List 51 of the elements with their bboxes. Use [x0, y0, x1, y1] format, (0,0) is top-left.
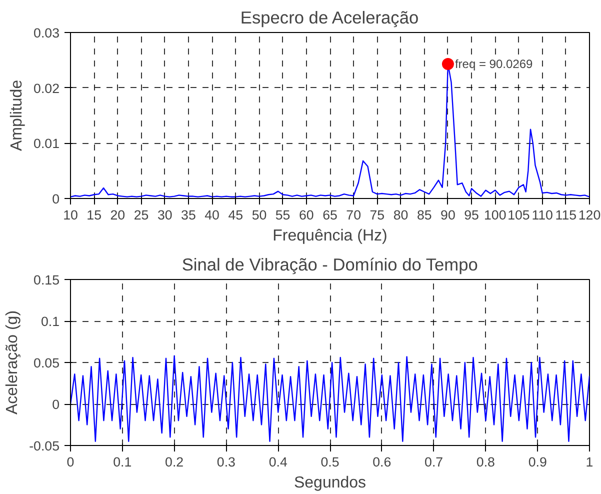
x-tick-label: 95: [464, 208, 479, 222]
x-tick-label: 25: [134, 208, 149, 222]
y-tick-label: 0.03: [34, 26, 60, 40]
chart-title: Especro de Aceleração: [240, 8, 419, 28]
x-tick-label: 45: [228, 208, 244, 222]
x-tick-label: 0.9: [528, 454, 547, 470]
x-tick-label: 0.5: [320, 454, 340, 470]
chart-title: Sinal de Vibração - Domínio do Tempo: [182, 254, 478, 274]
y-tick-label: 0.1: [40, 314, 60, 329]
x-tick-label: 20: [110, 208, 126, 222]
y-axis-title: Aceleração (g): [4, 310, 22, 415]
x-tick-label: 40: [204, 208, 220, 222]
y-tick-label: 0.01: [34, 136, 60, 152]
y-tick-label: 0: [52, 397, 60, 412]
x-tick-label: 0.8: [476, 454, 495, 470]
x-tick-label: 120: [578, 208, 601, 222]
x-tick-label: 0: [66, 454, 74, 470]
x-tick-label: 0.4: [268, 454, 288, 470]
x-tick-label: 110: [532, 208, 553, 222]
x-tick-label: 10: [63, 208, 78, 222]
y-tick-label: 0.15: [34, 272, 60, 288]
y-tick-label: -0.05: [29, 438, 60, 454]
x-tick-label: 105: [508, 208, 530, 222]
y-tick-label: 0.05: [34, 356, 60, 370]
y-tick-label: 0: [52, 192, 60, 206]
y-tick-label: 0.02: [34, 80, 60, 96]
x-tick-label: 60: [298, 208, 314, 222]
annotation: freq = 90.0269: [454, 57, 534, 72]
x-tick-label: 15: [86, 208, 102, 222]
x-tick-label: 70: [346, 208, 362, 222]
x-tick-label: 35: [181, 208, 196, 222]
x-tick-label: 80: [393, 208, 408, 222]
x-axis-title: Frequência (Hz): [272, 228, 388, 244]
x-tick-label: 0.7: [424, 454, 444, 470]
x-tick-label: 0.2: [165, 454, 184, 470]
x-tick-label: 85: [416, 208, 432, 222]
x-tick-label: 55: [275, 208, 290, 222]
x-tick-label: 0.6: [372, 454, 392, 470]
x-tick-label: 30: [157, 208, 172, 222]
x-tick-label: 1: [586, 454, 594, 470]
y-axis-title: Amplitude: [8, 80, 26, 152]
x-tick-label: 100: [484, 208, 506, 222]
x-tick-label: 65: [322, 208, 338, 222]
x-tick-label: 0.1: [113, 454, 132, 470]
x-tick-label: 50: [252, 208, 267, 222]
line-series: [70, 355, 590, 442]
x-axis-title: Segundos: [294, 474, 366, 492]
x-tick-label: 0.3: [216, 454, 236, 470]
x-tick-label: 115: [555, 208, 577, 222]
x-tick-label: 75: [370, 208, 385, 222]
x-tick-label: 90: [440, 208, 456, 222]
